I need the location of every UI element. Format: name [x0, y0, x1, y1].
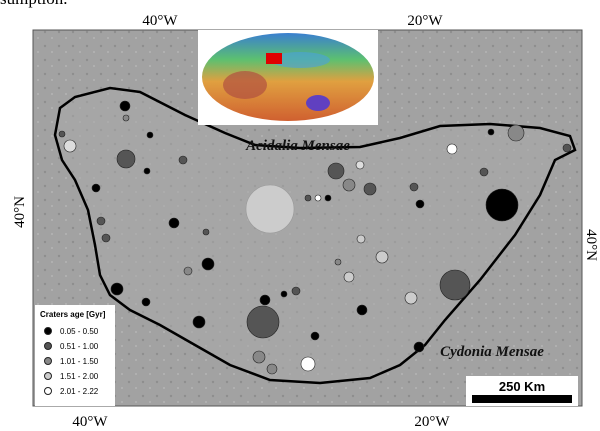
- crater: [253, 351, 265, 363]
- crater: [64, 140, 76, 152]
- legend-label: 1.01 - 1.50: [60, 357, 99, 366]
- crater: [142, 298, 150, 306]
- crater: [416, 200, 424, 208]
- scale-rule: [472, 395, 572, 403]
- crater: [179, 156, 187, 164]
- crater: [120, 101, 130, 111]
- crater: [202, 258, 214, 270]
- legend-title: Craters age [Gyr]: [40, 310, 106, 319]
- crater: [488, 129, 494, 135]
- crater: [292, 287, 300, 295]
- crater: [357, 235, 365, 243]
- crater: [301, 357, 315, 371]
- crater: [203, 229, 209, 235]
- crater: [247, 306, 279, 338]
- crater: [376, 251, 388, 263]
- crater: [410, 183, 418, 191]
- crater: [414, 342, 424, 352]
- region-label: Cydonia Mensae: [440, 344, 544, 360]
- crater: [97, 217, 105, 225]
- crater: [356, 161, 364, 169]
- study-area-marker: [266, 53, 282, 64]
- crater: [508, 125, 524, 141]
- crater: [447, 144, 457, 154]
- figure: sumption. 40°W 20°W 40°W 20°W 40°N 40°N: [0, 0, 600, 431]
- crater: [144, 168, 150, 174]
- page: {"page_text": "sumption.", "map": { "axi…: [0, 0, 600, 431]
- legend-marker: [45, 373, 52, 380]
- crater: [563, 144, 571, 152]
- crater: [260, 295, 270, 305]
- legend-label: 2.01 - 2.22: [60, 387, 99, 396]
- legend-marker: [45, 343, 52, 350]
- crater: [169, 218, 179, 228]
- scale-label: 250 Km: [499, 379, 545, 394]
- legend-label: 0.05 - 0.50: [60, 327, 99, 336]
- crater: [405, 292, 417, 304]
- legend: Craters age [Gyr] 0.05 - 0.50 0.51 - 1.0…: [35, 305, 115, 406]
- region-label: Acidalia Mensae: [245, 138, 350, 154]
- cut-text: sumption.: [0, 0, 68, 8]
- legend-marker: [45, 358, 52, 365]
- crater: [343, 179, 355, 191]
- crater: [111, 283, 123, 295]
- crater: [147, 132, 153, 138]
- crater: [357, 305, 367, 315]
- crater: [315, 195, 321, 201]
- inset-map: [198, 30, 378, 125]
- right-tick-label: 40°N: [583, 229, 599, 261]
- crater: [193, 316, 205, 328]
- bottom-tick-label: 20°W: [414, 414, 450, 430]
- left-tick-label: 40°N: [12, 196, 28, 228]
- legend-marker: [45, 388, 52, 395]
- legend-marker: [45, 328, 52, 335]
- crater: [480, 168, 488, 176]
- bottom-tick-label: 40°W: [72, 414, 108, 430]
- top-tick-label: 40°W: [142, 13, 178, 29]
- legend-label: 1.51 - 2.00: [60, 372, 99, 381]
- crater: [123, 115, 129, 121]
- hellas: [306, 95, 330, 111]
- crater: [267, 364, 277, 374]
- legend-label: 0.51 - 1.00: [60, 342, 99, 351]
- crater: [328, 163, 344, 179]
- scale-bar: 250 Km: [466, 376, 578, 406]
- crater: [59, 131, 65, 137]
- crater: [344, 272, 354, 282]
- crater: [325, 195, 331, 201]
- crater: [184, 267, 192, 275]
- crater: [335, 259, 341, 265]
- crater: [440, 270, 470, 300]
- crater: [117, 150, 135, 168]
- crater: [92, 184, 100, 192]
- crater: [281, 291, 287, 297]
- tharsis: [223, 71, 267, 99]
- crater: [246, 185, 294, 233]
- crater: [486, 189, 518, 221]
- crater: [102, 234, 110, 242]
- crater: [305, 195, 311, 201]
- crater: [364, 183, 376, 195]
- crater: [311, 332, 319, 340]
- top-tick-label: 20°W: [407, 13, 443, 29]
